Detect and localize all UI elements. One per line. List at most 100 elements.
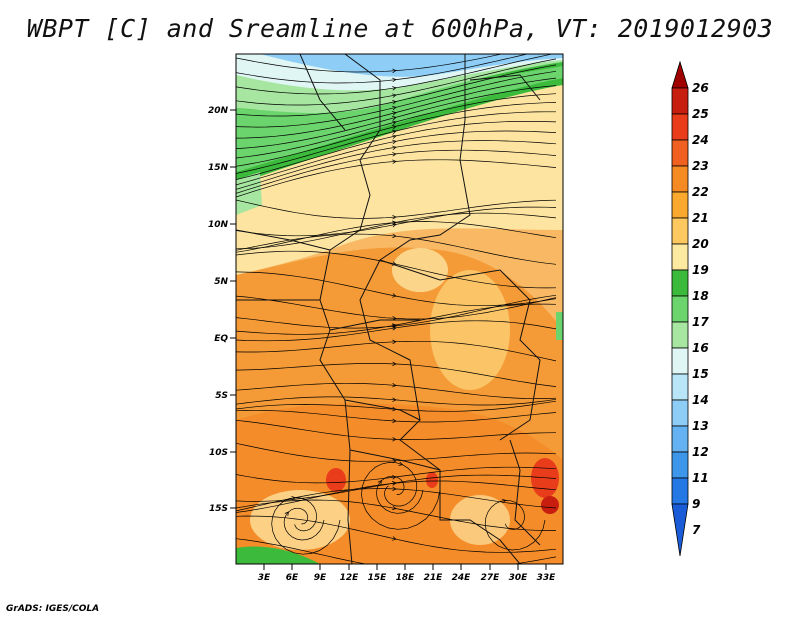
stream-arrow: [392, 536, 397, 541]
stream-arrow: [392, 458, 397, 464]
stream-arrow: [284, 511, 289, 516]
colorbar-cell: [671, 269, 689, 297]
stream-arrow: [501, 498, 507, 504]
colorbar-cell: [671, 165, 689, 193]
lon-label: 3E: [258, 573, 271, 583]
map-title: WBPT [C] and Sreamline at 600hPa, VT: 20…: [26, 14, 774, 43]
stream-arrow: [392, 323, 397, 329]
stream-arrow: [392, 68, 397, 74]
lon-label: 27E: [481, 573, 501, 583]
stream-arrow: [392, 326, 397, 331]
lat-label: 5S: [215, 391, 228, 401]
colorbar-cell: [671, 347, 689, 375]
stream-arrow: [377, 480, 382, 485]
stream-arrow: [392, 486, 397, 492]
stream-arrow: [392, 566, 396, 570]
stream-arrow: [392, 383, 397, 388]
colorbar-label: 12: [692, 445, 709, 459]
colorbar-cell: [671, 295, 689, 323]
lat-label: 15S: [209, 504, 228, 514]
streamline: [236, 538, 557, 564]
streamline: [271, 497, 341, 555]
stream-arrow: [392, 214, 397, 220]
stream-arrow: [392, 397, 397, 402]
lon-label: 18E: [396, 573, 416, 583]
stream-arrow: [392, 361, 397, 367]
lon-label: 12E: [340, 573, 360, 583]
stream-arrow: [291, 495, 296, 501]
stream-arrow: [398, 461, 404, 466]
lat-label: 10N: [208, 220, 229, 230]
latitude-axis: 20N 15N 10N 5N EQ 5S 10S 15S: [208, 106, 236, 514]
colorbar-label: 14: [692, 393, 709, 407]
stream-arrow: [392, 437, 397, 442]
stream-arrow: [392, 125, 397, 130]
stream-arrow: [392, 129, 397, 134]
colorbar-label: 19: [692, 263, 709, 277]
longitude-axis: 3E 6E 9E 12E 15E 18E 21E 24E 27E 30E 33E: [258, 564, 556, 583]
colorbar-cell: [671, 477, 689, 505]
colorbar-label: 20: [692, 237, 709, 251]
stream-arrow: [392, 505, 397, 511]
colorbar-label: 18: [692, 289, 709, 303]
stream-arrow: [392, 77, 397, 83]
stream-arrow: [392, 120, 397, 125]
stream-arrow: [392, 93, 397, 98]
stream-arrow: [392, 139, 397, 145]
colorbar: 26 25 24 23 22 21 20 19 18 17 16 15 14 13 12 11 9 7: [671, 60, 709, 557]
lon-label: 33E: [537, 573, 557, 583]
colorbar-top-arrow: [671, 60, 689, 89]
country-borders: [236, 54, 541, 564]
colorbar-label: 13: [692, 419, 709, 433]
colorbar-cell: [671, 399, 689, 427]
stream-arrow: [392, 293, 397, 298]
lon-label: 9E: [314, 573, 327, 583]
colorbar-label: 23: [692, 159, 709, 173]
stream-arrow: [392, 86, 397, 91]
colorbar-cell: [671, 243, 689, 271]
lat-label: 10S: [209, 448, 228, 458]
colorbar-cell: [671, 373, 689, 401]
lat-label: EQ: [214, 334, 228, 344]
lon-label: 30E: [509, 573, 529, 583]
stream-arrow: [392, 220, 397, 225]
lat-label: 15N: [208, 163, 229, 173]
stream-arrow: [392, 99, 397, 105]
colorbar-cell: [671, 139, 689, 167]
colorbar-label: 11: [692, 471, 709, 485]
colorbar-label: 22: [692, 185, 709, 199]
stream-arrow: [392, 145, 397, 150]
colorbar-label: 16: [692, 341, 709, 355]
streamline: [484, 500, 546, 551]
stream-arrow: [392, 105, 397, 111]
colorbar-cell: [671, 321, 689, 349]
colorbar-label: 15: [692, 367, 709, 381]
lat-label: 20N: [208, 106, 229, 116]
stream-arrow: [392, 134, 397, 139]
streamlines: [236, 54, 557, 570]
stream-arrow: [392, 152, 397, 157]
grads-credit: GrADS: IGES/COLA: [6, 604, 100, 614]
colorbar-label: 17: [692, 315, 709, 329]
colorbar-cell: [671, 217, 689, 245]
colorbar-cell: [671, 87, 689, 115]
colorbar-label: 21: [692, 211, 709, 225]
lon-label: 6E: [286, 573, 299, 583]
stream-arrow: [392, 222, 397, 228]
colorbar-cell: [671, 451, 689, 479]
colorbar-label: 9: [692, 497, 700, 511]
colorbar-bottom-arrow: [671, 503, 689, 557]
stream-arrow: [392, 111, 397, 116]
colorbar-label: 25: [692, 107, 709, 121]
stream-arrow: [392, 233, 397, 239]
colorbar-cell: [671, 425, 689, 453]
lon-label: 15E: [368, 573, 388, 583]
stream-arrow: [392, 116, 397, 121]
lon-label: 21E: [424, 573, 444, 583]
colorbar-label: 7: [692, 523, 701, 537]
colorbar-cell: [671, 113, 689, 141]
colorbar-label: 24: [692, 133, 709, 147]
lat-label: 5N: [214, 277, 228, 287]
stream-arrow: [392, 481, 397, 486]
map-frame: [235, 53, 564, 565]
